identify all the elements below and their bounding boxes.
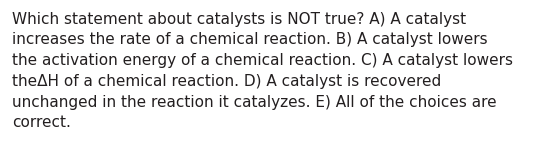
Text: Which statement about catalysts is NOT true? A) A catalyst
increases the rate of: Which statement about catalysts is NOT t…: [12, 12, 513, 130]
